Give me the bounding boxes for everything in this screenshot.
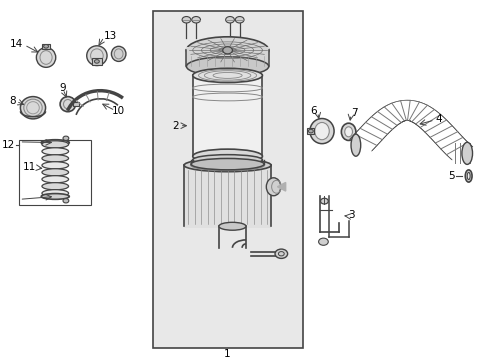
Ellipse shape [186, 37, 268, 64]
Ellipse shape [20, 96, 45, 119]
Text: 1: 1 [224, 349, 230, 359]
Ellipse shape [42, 169, 68, 176]
Text: 13: 13 [104, 31, 117, 41]
Ellipse shape [36, 48, 56, 67]
Ellipse shape [219, 222, 245, 230]
Text: 11: 11 [23, 162, 36, 172]
Circle shape [94, 60, 99, 63]
Circle shape [274, 249, 287, 258]
Ellipse shape [341, 123, 355, 140]
Circle shape [225, 17, 234, 23]
Ellipse shape [42, 141, 68, 148]
Text: 10: 10 [111, 106, 124, 116]
Ellipse shape [42, 162, 68, 169]
Circle shape [223, 47, 232, 54]
Bar [42, 44, 50, 49]
Circle shape [318, 238, 327, 245]
Bar [92, 58, 102, 65]
Bar [183, 165, 271, 228]
Text: 7: 7 [350, 108, 357, 118]
Ellipse shape [192, 149, 262, 163]
Circle shape [308, 129, 313, 133]
Bar [20, 140, 91, 205]
Ellipse shape [266, 178, 280, 196]
Ellipse shape [350, 134, 360, 156]
Ellipse shape [461, 142, 471, 165]
Text: 2: 2 [172, 121, 179, 131]
Ellipse shape [42, 183, 68, 190]
Ellipse shape [41, 140, 69, 145]
Ellipse shape [86, 46, 107, 66]
Circle shape [320, 198, 327, 204]
Text: 8: 8 [9, 95, 16, 105]
Bar [307, 128, 314, 134]
Circle shape [63, 199, 69, 203]
Ellipse shape [183, 159, 271, 172]
Ellipse shape [464, 170, 471, 182]
Ellipse shape [41, 194, 69, 199]
Text: 3: 3 [348, 211, 354, 220]
Circle shape [43, 45, 48, 48]
Ellipse shape [42, 190, 68, 197]
Ellipse shape [191, 158, 264, 170]
Ellipse shape [466, 172, 469, 180]
Bar [152, 11, 302, 348]
Text: 14: 14 [10, 39, 23, 49]
Ellipse shape [344, 127, 352, 137]
Ellipse shape [192, 155, 262, 165]
Text: 9: 9 [60, 83, 66, 93]
Circle shape [191, 17, 200, 23]
Ellipse shape [314, 122, 328, 140]
Ellipse shape [60, 96, 76, 112]
Ellipse shape [42, 148, 68, 155]
Text: 5: 5 [447, 171, 454, 181]
Ellipse shape [111, 46, 126, 62]
Polygon shape [277, 183, 285, 191]
Ellipse shape [186, 57, 268, 76]
Ellipse shape [42, 176, 68, 183]
Ellipse shape [309, 118, 333, 144]
Circle shape [235, 17, 244, 23]
Text: 12: 12 [2, 140, 16, 150]
Text: 6: 6 [310, 106, 317, 116]
Circle shape [182, 17, 190, 23]
Bar [186, 47, 268, 67]
Bar [192, 76, 262, 156]
Ellipse shape [42, 155, 68, 162]
Text: 4: 4 [435, 114, 442, 124]
Ellipse shape [192, 68, 262, 82]
Circle shape [63, 136, 69, 140]
Bar [73, 102, 79, 106]
